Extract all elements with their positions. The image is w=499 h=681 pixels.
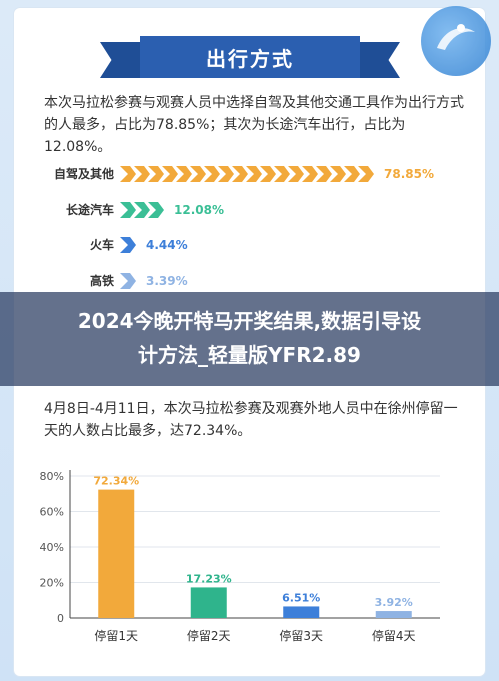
- transport-arrow-bar: [120, 202, 164, 218]
- y-tick-label: 0: [57, 612, 64, 625]
- transport-percent: 4.44%: [146, 238, 188, 252]
- bar: [98, 489, 135, 618]
- ribbon-tail-right: [354, 42, 400, 78]
- bar: [283, 606, 320, 618]
- y-tick-label: 40%: [40, 541, 64, 554]
- transport-row: 自驾及其他 78.85%: [40, 163, 480, 185]
- y-tick-label: 60%: [40, 506, 64, 519]
- chevron-mark: [232, 166, 248, 182]
- bar-value-label: 17.23%: [186, 572, 232, 585]
- x-tick-label: 停留3天: [279, 628, 323, 643]
- chevron-mark: [288, 166, 304, 182]
- bar: [190, 587, 227, 618]
- x-tick-label: 停留4天: [372, 628, 416, 643]
- chevron-mark: [204, 166, 220, 182]
- chevron-mark: [148, 166, 164, 182]
- chevron-mark: [330, 166, 346, 182]
- bar-value-label: 72.34%: [93, 475, 139, 488]
- transport-percent: 78.85%: [384, 167, 434, 181]
- chevron-mark: [246, 166, 262, 182]
- bar: [375, 611, 412, 618]
- overlay-title-line-1: 2024今晚开特马开奖结果,数据引导设: [77, 309, 422, 333]
- section-title-ribbon: 出行方式: [100, 36, 400, 78]
- chevron-mark: [344, 166, 360, 182]
- chevron-mark: [162, 166, 178, 182]
- x-tick-label: 停留1天: [94, 628, 138, 643]
- transport-label: 自驾及其他: [53, 167, 114, 181]
- transport-label: 长途汽车: [65, 203, 114, 217]
- chevron-mark: [260, 166, 276, 182]
- overlay-title-line-2: 计方法_轻量版YFR2.89: [138, 343, 361, 367]
- chevron-mark: [218, 166, 234, 182]
- chevron-mark: [120, 166, 136, 182]
- overlay-title: 2024今晚开特马开奖结果,数据引导设 计方法_轻量版YFR2.89: [0, 304, 499, 372]
- transport-label: 火车: [89, 238, 114, 252]
- transport-row: 长途汽车 12.08%: [40, 199, 480, 221]
- stay-duration-bar-chart: 0 20% 40% 60% 80% 72.34% 停留1天 17.23% 停留2天 6.51% 停留…: [40, 470, 440, 643]
- chevron-mark: [302, 166, 318, 182]
- chevron-mark: [316, 166, 332, 182]
- transport-label: 高铁: [89, 274, 114, 288]
- x-tick-label: 停留2天: [187, 628, 231, 643]
- bar-value-label: 3.92%: [375, 596, 413, 609]
- section-title: 出行方式: [140, 36, 360, 78]
- chevron-mark: [120, 237, 136, 253]
- chevron-mark: [134, 166, 150, 182]
- chevron-mark: [120, 273, 136, 289]
- transport-arrow-bar: [120, 273, 136, 289]
- chevron-mark: [148, 202, 164, 218]
- chevron-mark: [274, 166, 290, 182]
- chevron-mark: [358, 166, 374, 182]
- transport-percent: 12.08%: [174, 203, 224, 217]
- runner-logo-icon: [437, 24, 475, 50]
- transport-row: 高铁 3.39%: [40, 270, 480, 292]
- overlay-banner: [0, 292, 499, 386]
- chevron-mark: [120, 202, 136, 218]
- transport-arrow-bar: [120, 237, 136, 253]
- y-tick-label: 20%: [40, 577, 64, 590]
- stay-duration-text: 4月8日-4月11日，本次马拉松参赛及观赛外地人员中在徐州停留一天的人数占比最多…: [44, 401, 458, 439]
- transport-row: 火车 4.44%: [40, 234, 480, 256]
- transport-percent: 3.39%: [146, 274, 188, 288]
- chevron-mark: [190, 166, 206, 182]
- y-tick-label: 80%: [40, 470, 64, 483]
- bar-value-label: 6.51%: [282, 591, 320, 604]
- transport-arrow-bar: [120, 166, 374, 182]
- chevron-mark: [134, 202, 150, 218]
- transport-intro-text: 本次马拉松参赛与观赛人员中选择自驾及其他交通工具作为出行方式的人最多，占比为78…: [44, 95, 464, 155]
- brand-logo: [421, 6, 491, 76]
- chevron-mark: [176, 166, 192, 182]
